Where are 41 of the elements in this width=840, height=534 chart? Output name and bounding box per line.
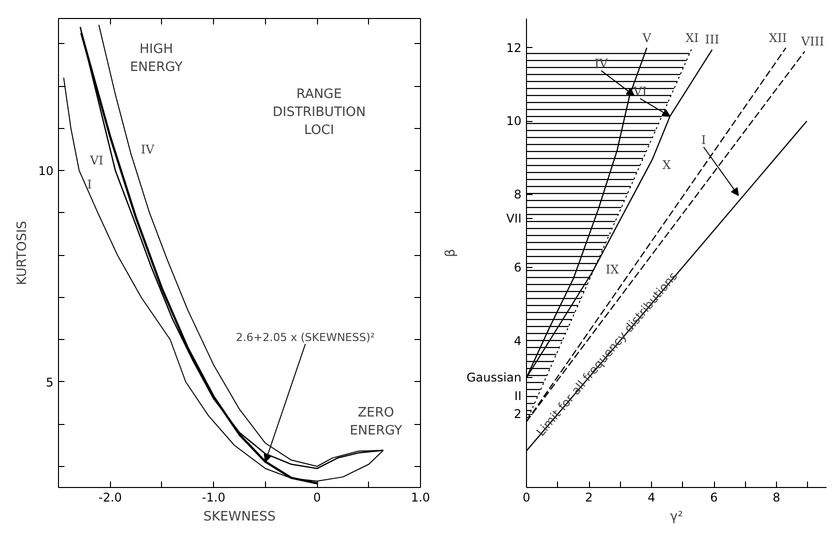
series-label: XI <box>685 30 700 45</box>
y-axis-title: β <box>443 248 458 258</box>
series-label: III <box>705 32 720 47</box>
series-label: I <box>87 178 92 192</box>
y-axis-title: KURTOSIS <box>15 220 30 286</box>
x-tick-label: 0 <box>313 490 321 504</box>
annotation: IX <box>606 262 620 276</box>
annotation: IV <box>594 56 608 71</box>
annotation: ZERO ENERGY <box>350 405 402 438</box>
y-tick-label: 8 <box>514 187 522 202</box>
text: RANGE DISTRIBUTION LOCI <box>272 86 366 138</box>
y-tick-label: 10 <box>506 114 522 128</box>
x-tick-label: 2 <box>585 490 593 504</box>
x-tick-label: 4 <box>648 490 656 504</box>
annotation: X <box>662 158 672 172</box>
x-axis-title: γ² <box>670 510 683 524</box>
y-tick-label: 4 <box>514 334 522 348</box>
annotation: HIGH ENERGY <box>130 42 183 75</box>
annotation: I <box>701 132 706 147</box>
y-tick-label: 5 <box>46 375 54 390</box>
x-tick-label: -1.0 <box>202 490 226 504</box>
x-tick-label: -2.0 <box>98 490 122 504</box>
series-label: VI <box>88 154 104 168</box>
text: VII <box>506 211 522 226</box>
annotation: 2.6+2.05 x (SKEWNESS)² <box>236 330 375 344</box>
series-label: XII <box>768 30 788 45</box>
series-label: VIII <box>800 34 824 48</box>
x-tick-label: 0 <box>522 490 530 504</box>
annotation: Gaussian <box>466 370 522 385</box>
x-tick-label: 6 <box>710 490 718 504</box>
series-label: V <box>641 30 652 45</box>
text: II <box>514 389 522 404</box>
y-tick-label: 6 <box>514 260 522 275</box>
series-label: IV <box>140 142 155 157</box>
x-tick-label: 8 <box>772 490 780 504</box>
y-tick-label: 10 <box>38 164 54 178</box>
x-tick-label: 1.0 <box>410 490 430 504</box>
x-axis-title: SKEWNESS <box>203 510 276 524</box>
y-tick-label: 2 <box>514 407 522 422</box>
annotation: VI <box>632 84 648 99</box>
y-tick-label: 12 <box>506 40 522 55</box>
